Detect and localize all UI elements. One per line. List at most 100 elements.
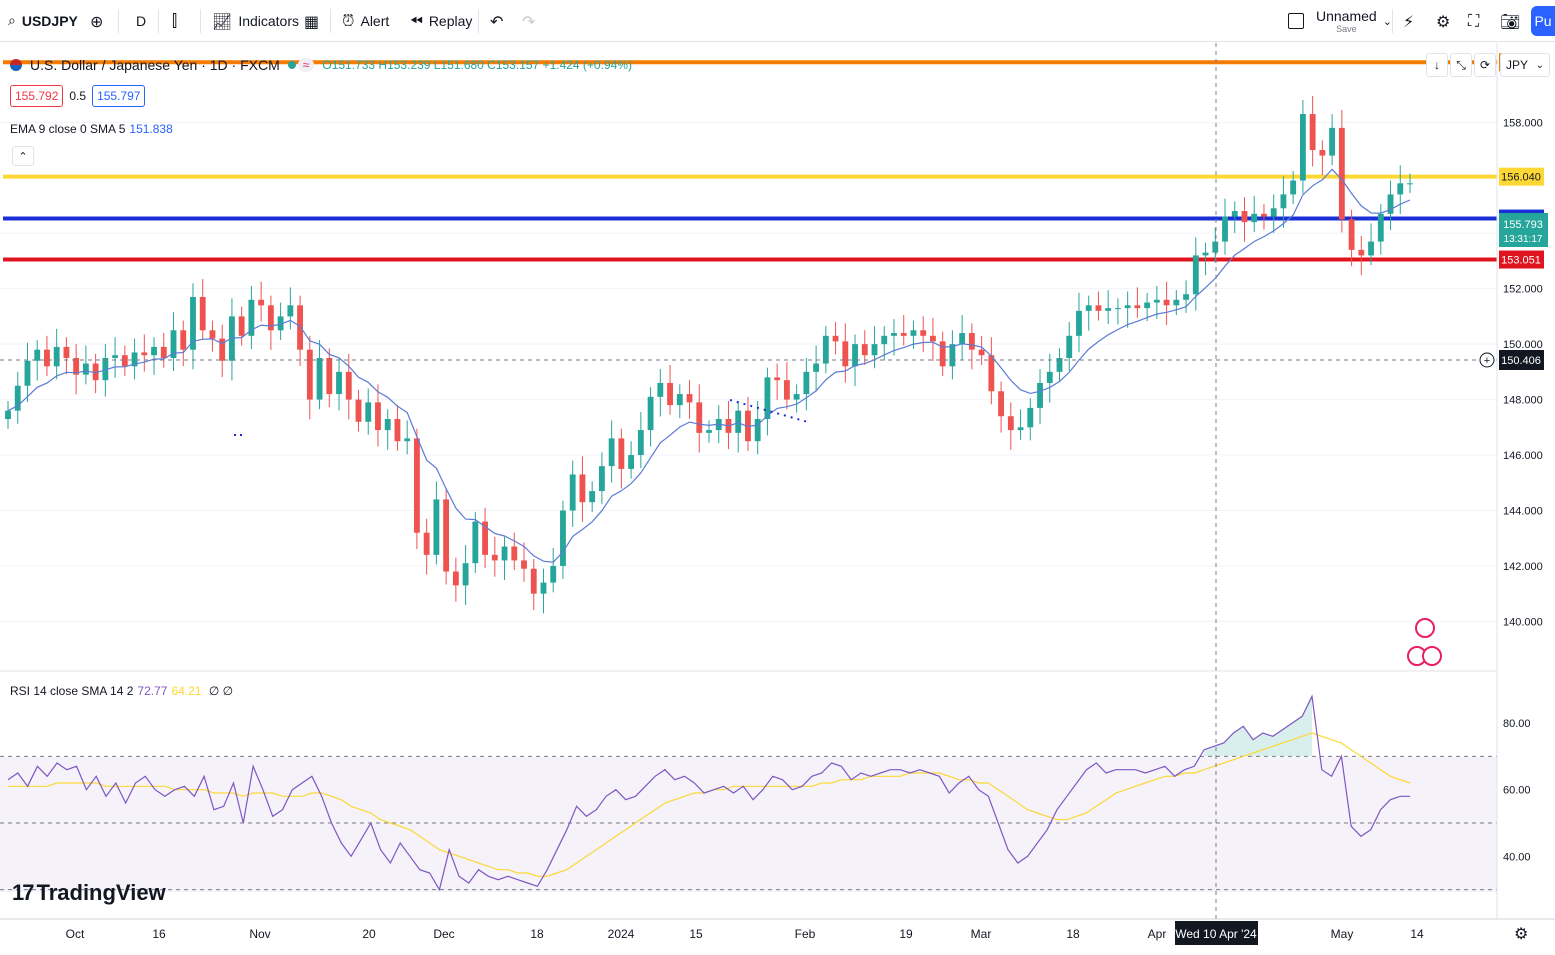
candle-body (180, 330, 187, 350)
rsi-tick: 80.00 (1503, 718, 1531, 730)
time-tick: Nov (249, 927, 270, 941)
last-price-label: 155.793 13:31:17 (1499, 213, 1548, 247)
candle-body (277, 316, 284, 331)
market-status: ≈ (287, 58, 315, 72)
replay-button[interactable]: ⏪︎ Replay (410, 0, 472, 42)
buy-button[interactable]: 155.797 (92, 85, 146, 107)
collapse-icon: ⤡ (1456, 57, 1466, 72)
candle-body (365, 402, 372, 422)
layout-menu[interactable]: Unnamed Save ⌄ (1316, 0, 1392, 42)
undo-button[interactable]: ↶ (490, 0, 503, 42)
crosshair-time: Wed 10 Apr '24 (1175, 927, 1257, 941)
grid-icon: ▦ (304, 11, 320, 31)
square-icon (1288, 13, 1304, 29)
candle-body (121, 355, 128, 367)
candle-body (1192, 255, 1199, 295)
candle-body (355, 399, 362, 422)
layout-checkbox[interactable] (1288, 0, 1304, 42)
candle-body (287, 305, 294, 317)
rsi-legend[interactable]: RSI 14 close SMA 14 2 72.77 64.21 ∅ ∅ (10, 684, 233, 698)
indicators-label: Indicators (238, 13, 300, 29)
crosshair-price: 150.406 (1501, 355, 1541, 367)
rsi-level-lines (0, 755, 1497, 891)
candle-body (1222, 216, 1228, 242)
candle-body (589, 491, 596, 503)
price-axis: 158.000156.000154.000152.000150.000148.0… (1503, 117, 1543, 628)
candle-body (1183, 294, 1189, 300)
candle-body (988, 355, 995, 392)
symbol-title[interactable]: U.S. Dollar / Japanese Yen · 1D · FXCM (30, 57, 280, 73)
candle-body (861, 344, 868, 356)
layout-save: Save (1336, 23, 1357, 34)
collapse-legend-button[interactable]: ⌃ (12, 146, 34, 166)
candle-body (842, 341, 849, 367)
rsi-value: 72.77 (137, 684, 168, 698)
candle-body (160, 346, 167, 358)
candle-body (102, 358, 109, 381)
symbol-legend: U.S. Dollar / Japanese Yen · 1D · FXCM ≈… (10, 57, 632, 73)
interval-button[interactable]: D (136, 0, 146, 42)
rsi-band (0, 757, 1497, 892)
undo-icon: ↶ (490, 11, 504, 31)
indicators-button[interactable]: 📈︎ Indicators (212, 0, 299, 42)
candle-body (238, 316, 245, 336)
gear-icon: ⚙︎ (1514, 926, 1529, 943)
fullscreen-button[interactable]: ⛶ (1468, 0, 1479, 42)
quick-search-button[interactable]: ⚡︎ (1403, 0, 1414, 42)
sell-button[interactable]: 155.792 (10, 85, 64, 107)
rsi-overbought-fill (1204, 696, 1312, 757)
rsi-line (7, 694, 1410, 892)
snapshot-button[interactable]: 📷︎ (1500, 0, 1520, 42)
candle-body (968, 333, 975, 350)
alert-button[interactable]: ⏰︎ Alert (342, 0, 389, 42)
time-tick: 18 (1066, 927, 1080, 941)
search-icon: ⌕ (8, 13, 16, 29)
reset-button[interactable]: ⟳ (1474, 53, 1496, 77)
publish-button[interactable]: Pu (1531, 6, 1555, 36)
candle-body (5, 410, 11, 419)
rsi-tail: ∅ ∅ (208, 684, 234, 698)
candle-body (404, 438, 411, 442)
candle-body (1076, 310, 1082, 336)
axis-settings-button[interactable]: ⚙︎ (1514, 924, 1528, 944)
settings-button[interactable]: ⚙︎ (1436, 0, 1450, 42)
candle-body (14, 385, 21, 411)
candle-body (1377, 213, 1384, 242)
gear-icon: ⚙︎ (1436, 11, 1451, 31)
rewind-icon: ⏪︎ (410, 11, 423, 30)
time-tick: 19 (899, 927, 913, 941)
candle-body (44, 349, 50, 367)
redo-button[interactable]: ↷ (522, 0, 535, 42)
add-plus-icon (1479, 352, 1495, 368)
compare-button[interactable]: ⊕ (90, 0, 103, 42)
candle-body (34, 349, 41, 361)
candles-icon: ⫿ (172, 11, 178, 30)
ohlc-values: O151.733 H153.239 L151.680 C153.157 +1.4… (322, 58, 632, 72)
candle-body (676, 394, 683, 406)
candle-body (131, 352, 138, 367)
candle-body (803, 371, 810, 395)
ema-legend[interactable]: EMA 9 close 0 SMA 5 151.838 (10, 122, 173, 136)
candle-body (151, 346, 157, 356)
candle-body (852, 344, 858, 367)
scroll-down-button[interactable]: ↓ (1426, 53, 1448, 77)
chart-type-button[interactable]: ⫿ (172, 0, 177, 42)
price-tick: 148.000 (1503, 395, 1543, 407)
candle-body (1329, 127, 1336, 156)
candle-body (1017, 427, 1024, 431)
candle-body (560, 510, 566, 566)
candle-body (706, 430, 712, 433)
candle-body (1153, 299, 1160, 303)
symbol-search[interactable]: ⌕ USDJPY (8, 0, 78, 42)
templates-button[interactable]: ▦ (304, 0, 319, 42)
collapse-button[interactable]: ⤡ (1450, 53, 1472, 77)
divider (158, 9, 159, 33)
currency-select[interactable]: JPY ⌄ (1500, 53, 1550, 77)
tv-logo-icon: 17 (12, 880, 35, 905)
candle-body (199, 297, 206, 331)
price-chart[interactable]: 158.000156.000154.000152.000150.000148.0… (0, 43, 1555, 955)
candle-body (949, 344, 956, 367)
symbol-label: USDJPY (21, 13, 78, 29)
candle-body (53, 346, 60, 367)
candle-body (1124, 305, 1131, 309)
